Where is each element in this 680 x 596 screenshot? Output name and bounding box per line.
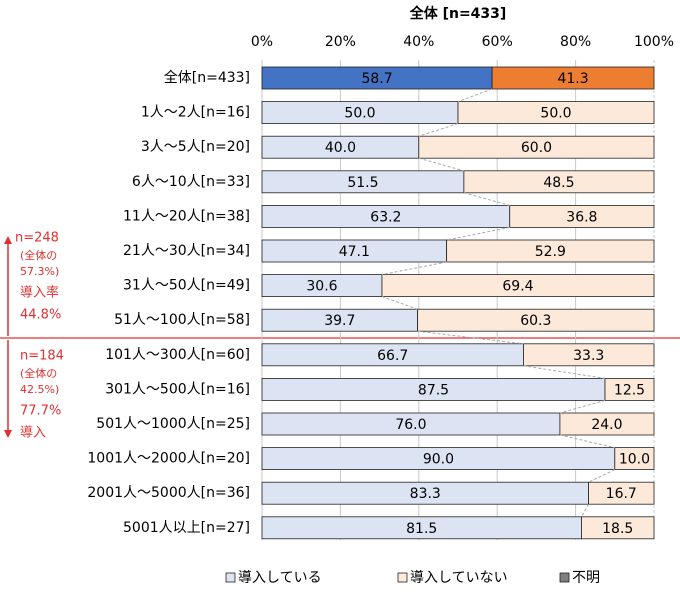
value-label: 81.5 bbox=[406, 521, 437, 537]
value-label: 30.6 bbox=[306, 279, 337, 295]
bar-segment bbox=[381, 274, 655, 298]
y-tick-label: 301人～500人[n=16] bbox=[105, 381, 250, 397]
value-label: 18.5 bbox=[602, 521, 633, 537]
value-label: 76.0 bbox=[395, 417, 426, 433]
bar-segment bbox=[588, 481, 655, 505]
y-tick-label: 2001人～5000人[n=36] bbox=[87, 485, 250, 501]
x-tick-label: 40% bbox=[403, 34, 434, 50]
y-tick-label: 51人～100人[n=58] bbox=[114, 312, 250, 328]
value-label: 50.0 bbox=[540, 106, 571, 122]
connector-line bbox=[559, 434, 615, 449]
value-label: 16.7 bbox=[606, 486, 637, 502]
connector-line bbox=[418, 157, 465, 172]
value-label: 83.3 bbox=[410, 486, 441, 502]
annotation: (全体の bbox=[20, 366, 57, 380]
legend-label: 不明 bbox=[572, 570, 600, 586]
value-label: 50.0 bbox=[344, 106, 375, 122]
connector-line bbox=[581, 503, 589, 518]
annotation: 57.3%) bbox=[20, 265, 59, 278]
connector-line bbox=[418, 123, 459, 137]
value-label: 10.0 bbox=[619, 452, 650, 468]
bar-segment bbox=[463, 170, 655, 194]
x-tick-label: 60% bbox=[482, 34, 513, 50]
value-label: 40.0 bbox=[325, 140, 356, 156]
connector-line bbox=[523, 365, 606, 379]
value-label: 41.3 bbox=[557, 71, 588, 87]
x-tick-label: 0% bbox=[251, 34, 273, 50]
y-tick-label: 11人～20人[n=38] bbox=[123, 208, 250, 224]
connector-line bbox=[417, 330, 524, 345]
legend-label: 導入していない bbox=[410, 570, 508, 586]
bar-segment bbox=[523, 343, 655, 367]
y-tick-label: 1001人～2000人[n=20] bbox=[87, 451, 250, 467]
y-tick-label: 6人～10人[n=33] bbox=[132, 174, 250, 190]
connector-line bbox=[457, 88, 493, 103]
annotation: n=248 bbox=[15, 231, 59, 246]
y-tick-label: 1人～2人[n=16] bbox=[141, 105, 250, 121]
bar-segment bbox=[614, 447, 655, 471]
annotation: 77.7% bbox=[20, 404, 61, 419]
bar-segment bbox=[418, 135, 655, 159]
annotation: 44.8% bbox=[20, 308, 61, 323]
annotation: (全体の bbox=[20, 248, 57, 262]
bar-segment bbox=[491, 66, 655, 90]
y-tick-label: 501人～1000人[n=25] bbox=[96, 416, 250, 432]
value-label: 66.7 bbox=[377, 348, 408, 364]
connector-line bbox=[559, 399, 606, 414]
annotation: n=184 bbox=[20, 349, 64, 364]
value-label: 60.0 bbox=[521, 140, 552, 156]
value-label: 63.2 bbox=[370, 209, 401, 225]
y-tick-label: 5001人以上[n=27] bbox=[123, 520, 250, 536]
value-label: 12.5 bbox=[614, 382, 645, 398]
value-label: 24.0 bbox=[591, 417, 622, 433]
bar-segment bbox=[509, 204, 655, 228]
bar-segment bbox=[581, 516, 655, 540]
chart-title: 全体 [n=433] bbox=[409, 5, 507, 22]
legend-swatch bbox=[225, 572, 236, 583]
bar-segment bbox=[604, 377, 655, 401]
legend-swatch bbox=[559, 572, 570, 583]
value-label: 39.7 bbox=[324, 313, 355, 329]
legend-swatch bbox=[397, 572, 408, 583]
y-tick-label: 31人～50人[n=49] bbox=[123, 278, 250, 294]
value-label: 47.1 bbox=[339, 244, 370, 260]
connector-line bbox=[588, 469, 616, 483]
y-tick-label: 101人～300人[n=60] bbox=[105, 347, 250, 363]
value-label: 33.3 bbox=[573, 348, 604, 364]
value-label: 36.8 bbox=[566, 209, 597, 225]
value-label: 69.4 bbox=[502, 279, 533, 295]
arrow-up bbox=[4, 236, 12, 244]
legend-label: 導入している bbox=[238, 570, 322, 586]
connector-line bbox=[463, 192, 510, 206]
bar-segment bbox=[417, 308, 655, 332]
bar-segment bbox=[559, 412, 655, 436]
annotation: 導入率 bbox=[20, 285, 59, 301]
connector-line bbox=[446, 226, 510, 241]
value-label: 90.0 bbox=[423, 452, 454, 468]
y-tick-label: 全体[n=433] bbox=[164, 69, 250, 86]
x-tick-label: 100% bbox=[634, 34, 674, 50]
bar-segment bbox=[446, 239, 655, 263]
arrow-down bbox=[4, 430, 12, 438]
value-label: 60.3 bbox=[520, 313, 551, 329]
value-label: 87.5 bbox=[418, 382, 449, 398]
value-label: 52.9 bbox=[535, 244, 566, 260]
value-label: 58.7 bbox=[361, 71, 392, 87]
y-tick-label: 3人～5人[n=20] bbox=[141, 139, 250, 155]
connector-line bbox=[381, 261, 447, 276]
y-tick-label: 21人～30人[n=34] bbox=[123, 243, 250, 259]
x-tick-label: 80% bbox=[560, 34, 591, 50]
annotation: 導入 bbox=[20, 426, 46, 441]
x-tick-label: 20% bbox=[325, 34, 356, 50]
value-label: 48.5 bbox=[543, 175, 574, 191]
value-label: 51.5 bbox=[347, 175, 378, 191]
bar-segment bbox=[457, 101, 655, 124]
connector-line bbox=[381, 296, 418, 310]
annotation: 42.5%) bbox=[20, 383, 59, 396]
